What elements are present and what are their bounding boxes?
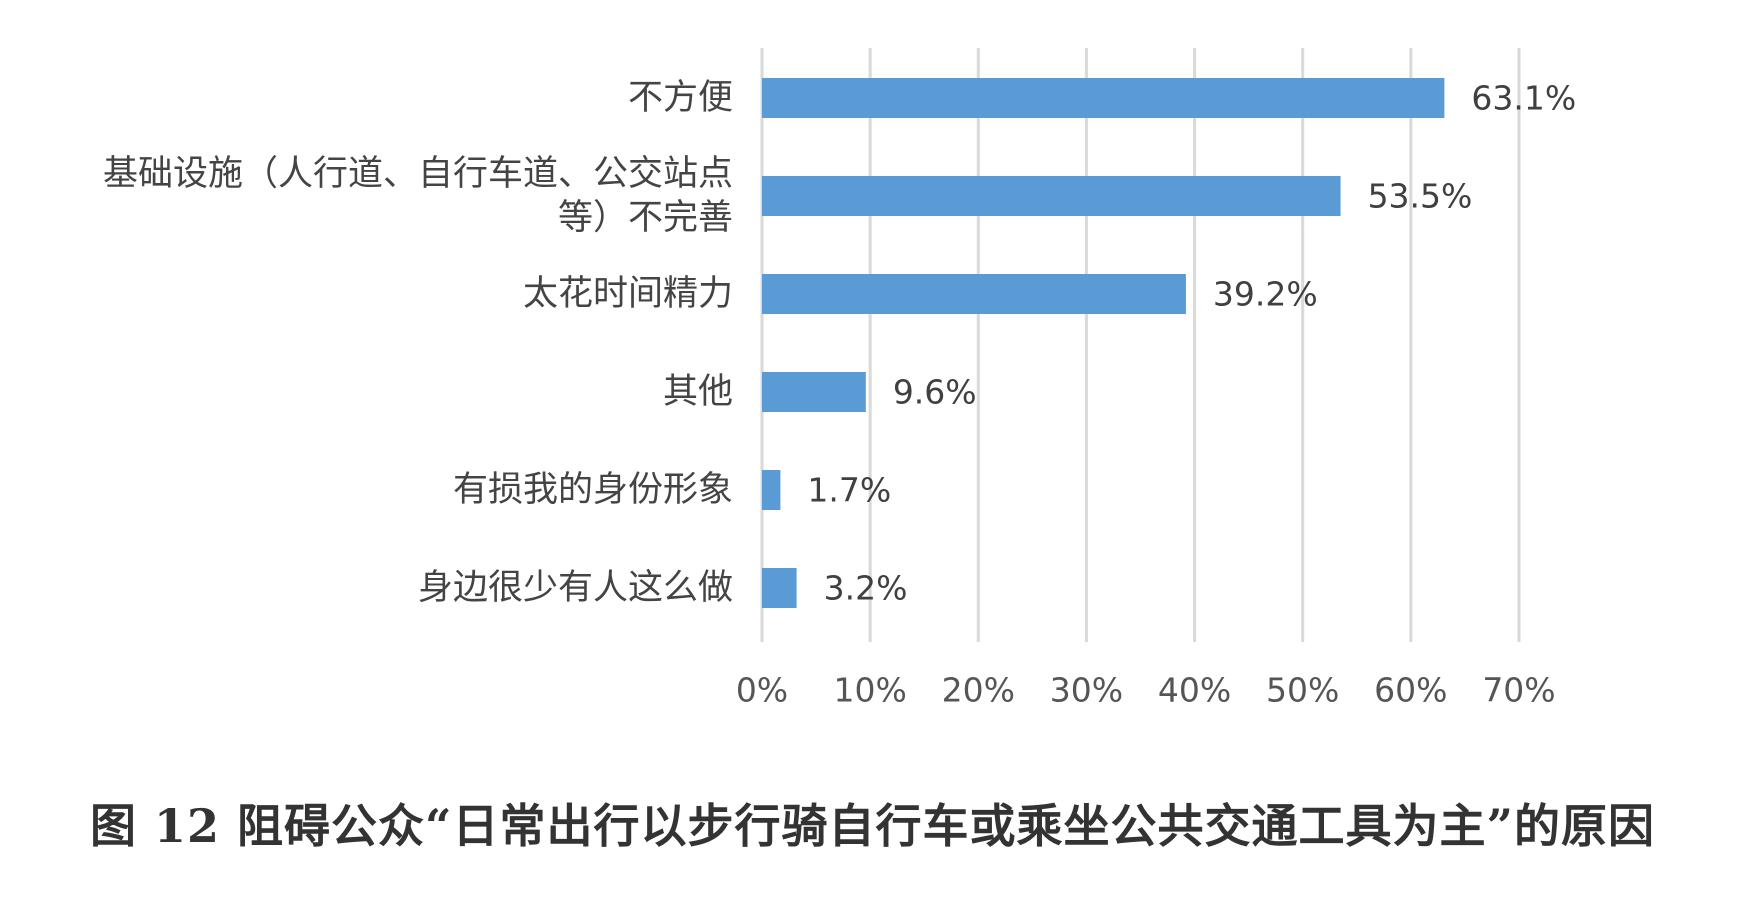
x-tick-label: 0% [736, 671, 788, 710]
x-tick-label: 70% [1482, 671, 1555, 710]
x-tick-label: 50% [1266, 671, 1339, 710]
bars [762, 78, 1445, 608]
figure-caption: 图 12 阻碍公众“日常出行以步行骑自行车或乘坐公共交通工具为主”的原因 [90, 799, 1655, 853]
value-label-4: 9.6% [893, 373, 977, 412]
value-label-2: 53.5% [1368, 177, 1473, 216]
category-label-1: 不方便 [628, 78, 733, 118]
x-tick-label: 10% [833, 671, 906, 710]
category-labels: 不方便基础设施（人行道、自行车道、公交站点等）不完善太花时间精力其他有损我的身份… [103, 78, 733, 608]
category-label-line: 不方便 [628, 78, 733, 118]
bar-5 [762, 470, 781, 510]
bar-chart: 不方便基础设施（人行道、自行车道、公交站点等）不完善太花时间精力其他有损我的身份… [103, 48, 1576, 710]
category-label-5: 有损我的身份形象 [453, 470, 733, 510]
category-label-line: 基础设施（人行道、自行车道、公交站点 [103, 154, 733, 194]
bar-3 [762, 274, 1186, 314]
category-label-3: 太花时间精力 [523, 274, 733, 314]
category-label-line: 身边很少有人这么做 [418, 568, 733, 608]
category-label-line: 等）不完善 [558, 198, 733, 238]
x-tick-label: 30% [1050, 671, 1123, 710]
x-tick-label: 40% [1158, 671, 1231, 710]
category-label-4: 其他 [663, 372, 733, 412]
category-label-2: 基础设施（人行道、自行车道、公交站点等）不完善 [103, 154, 733, 238]
x-tick-label: 20% [942, 671, 1015, 710]
bar-4 [762, 372, 866, 412]
x-tick-label: 60% [1374, 671, 1447, 710]
value-label-3: 39.2% [1213, 275, 1318, 314]
bar-2 [762, 176, 1341, 216]
value-labels: 63.1% 53.5% 39.2% 9.6% 1.7% 3.2% [807, 79, 1576, 608]
category-label-line: 有损我的身份形象 [453, 470, 733, 510]
category-label-6: 身边很少有人这么做 [418, 568, 733, 608]
category-label-line: 其他 [663, 372, 733, 412]
value-label-5: 1.7% [807, 471, 891, 510]
gridlines [760, 48, 1521, 642]
bar-6 [762, 568, 797, 608]
value-label-1: 63.1% [1471, 79, 1576, 118]
value-label-6: 3.2% [824, 569, 908, 608]
bar-1 [762, 78, 1445, 118]
x-axis-tick-labels: 0% 10% 20% 30% 40% 50% 60% 70% [736, 671, 1556, 710]
category-label-line: 太花时间精力 [523, 274, 733, 314]
